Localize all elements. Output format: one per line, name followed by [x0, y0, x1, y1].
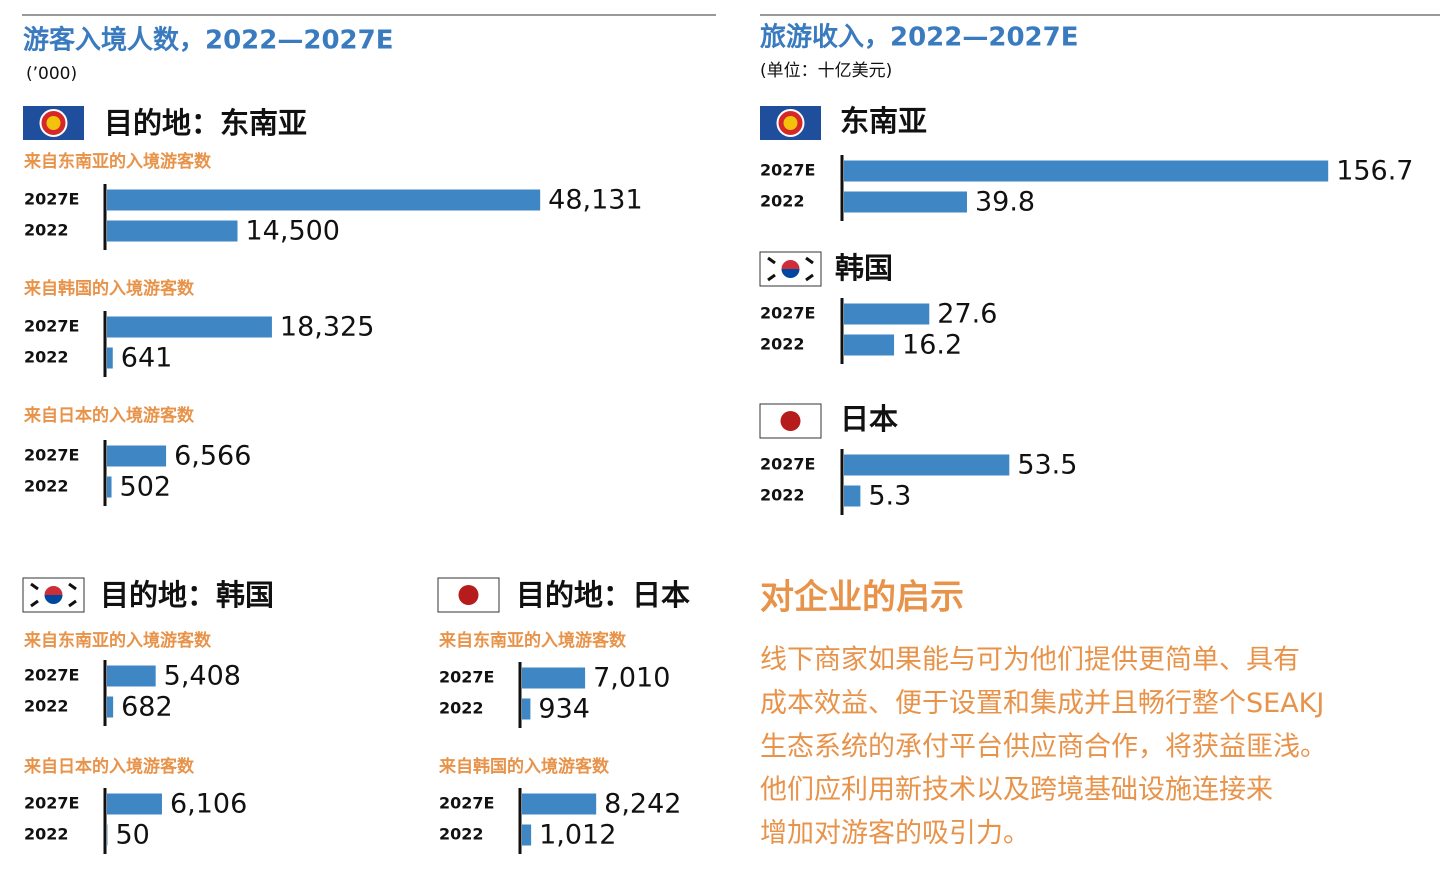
category-label: 2027E: [439, 668, 494, 687]
value-label: 39.8: [975, 187, 1035, 218]
destination-header: 目的地：东南亚: [104, 106, 307, 140]
bar: [107, 476, 112, 498]
bar: [844, 454, 1010, 476]
insight-line: 他们应利用新技术以及跨境基础设施连接来: [760, 775, 1273, 806]
value-label: 6,106: [170, 789, 247, 820]
panel-title: 旅游收入，2022—2027E: [760, 23, 1079, 53]
value-label: 1,012: [539, 820, 616, 851]
chart-title: 来自东南亚的入境游客数: [23, 630, 212, 651]
insight-line: 成本效益、便于设置和集成并且畅行整个SEAKJ: [760, 688, 1324, 719]
bar: [107, 445, 167, 467]
chart-title: 来自韩国的入境游客数: [23, 278, 195, 299]
bar: [107, 316, 272, 338]
bar: [522, 824, 532, 846]
bar: [107, 220, 238, 242]
bar: [107, 696, 114, 718]
panel-unit: (单位：十亿美元): [760, 61, 892, 81]
group-header: 日本: [840, 402, 898, 436]
bar: [844, 485, 861, 507]
bar: [107, 665, 156, 687]
value-label: 48,131: [548, 185, 642, 216]
chart-title: 来自东南亚的入境游客数: [23, 151, 212, 172]
category-label: 2022: [760, 486, 805, 505]
value-label: 502: [120, 472, 172, 503]
category-label: 2027E: [24, 317, 79, 336]
value-label: 53.5: [1017, 450, 1077, 481]
category-label: 2027E: [760, 455, 815, 474]
category-label: 2022: [439, 825, 484, 844]
value-label: 934: [538, 694, 590, 725]
category-label: 2027E: [24, 794, 79, 813]
bar: [107, 793, 162, 815]
japan-flag: [759, 403, 822, 439]
category-label: 2022: [24, 477, 69, 496]
category-label: 2022: [760, 335, 805, 354]
category-label: 2022: [439, 699, 484, 718]
bar: [107, 189, 541, 211]
category-label: 2022: [760, 192, 805, 211]
japan-flag: [437, 577, 500, 613]
asean-flag: [23, 106, 84, 140]
bar: [844, 334, 895, 356]
group-header: 东南亚: [840, 104, 927, 138]
value-label: 7,010: [593, 663, 670, 694]
category-label: 2022: [24, 825, 69, 844]
chart-title: 来自日本的入境游客数: [23, 756, 195, 777]
category-label: 2027E: [760, 304, 815, 323]
category-label: 2027E: [760, 161, 815, 180]
bar: [844, 191, 967, 213]
insight-line: 线下商家如果能与可为他们提供更简单、具有: [760, 645, 1300, 676]
group-header: 韩国: [835, 251, 893, 285]
value-label: 18,325: [280, 312, 374, 343]
category-label: 2022: [24, 221, 69, 240]
value-label: 6,566: [174, 441, 251, 472]
insight-line: 生态系统的承付平台供应商合作，将获益匪浅。: [760, 731, 1327, 762]
category-label: 2027E: [24, 666, 79, 685]
category-label: 2022: [24, 697, 69, 716]
insight-title: 对企业的启示: [760, 578, 964, 618]
bar: [844, 160, 1329, 182]
value-label: 14,500: [246, 216, 340, 247]
chart-title: 来自东南亚的入境游客数: [438, 630, 627, 651]
category-label: 2027E: [24, 446, 79, 465]
value-label: 156.7: [1336, 156, 1413, 187]
bar: [107, 347, 113, 369]
chart-title: 来自韩国的入境游客数: [438, 756, 610, 777]
destination-header: 目的地：日本: [516, 578, 690, 612]
value-label: 641: [121, 343, 173, 374]
korea-flag: [22, 577, 85, 613]
panel-title: 游客入境人数，2022—2027E: [23, 25, 394, 56]
chart-title: 来自日本的入境游客数: [23, 405, 195, 426]
panel-unit: (’000): [26, 64, 77, 84]
category-label: 2027E: [439, 794, 494, 813]
value-label: 27.6: [937, 299, 997, 330]
value-label: 50: [115, 820, 149, 851]
destination-header: 目的地：韩国: [100, 578, 274, 612]
value-label: 8,242: [604, 789, 681, 820]
category-label: 2022: [24, 348, 69, 367]
value-label: 5,408: [164, 661, 241, 692]
value-label: 682: [121, 692, 173, 723]
category-label: 2027E: [24, 190, 79, 209]
bar: [522, 793, 597, 815]
bar: [844, 303, 930, 325]
bar: [522, 698, 531, 720]
insight-line: 增加对游客的吸引力。: [760, 818, 1030, 849]
bar: [522, 667, 586, 689]
value-label: 5.3: [868, 481, 911, 512]
asean-flag: [760, 106, 821, 140]
value-label: 16.2: [902, 330, 962, 361]
korea-flag: [759, 251, 822, 287]
